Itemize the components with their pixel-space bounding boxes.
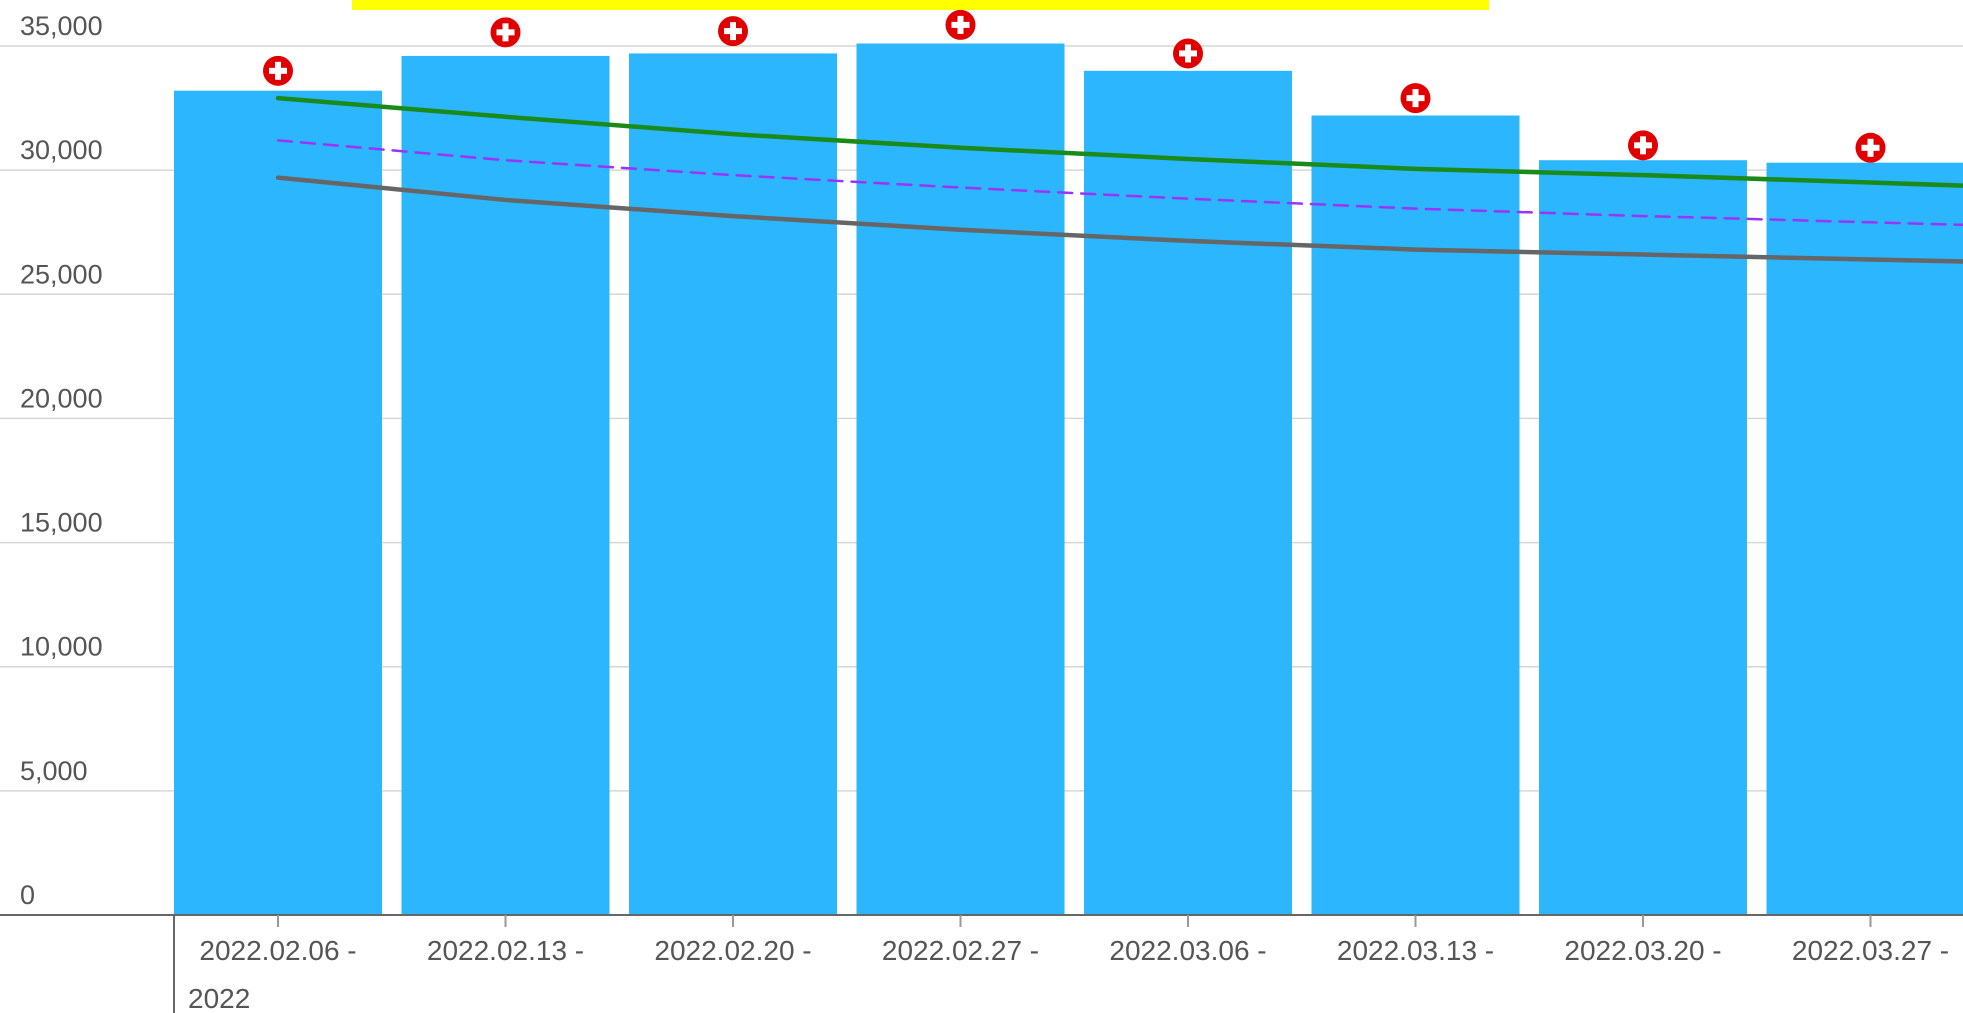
y-tick-label: 25,000 — [20, 259, 103, 289]
bar — [1311, 115, 1520, 915]
bar — [401, 55, 610, 916]
bar — [174, 90, 382, 916]
x-tick-label: 2022.03.06 - — [1109, 935, 1266, 966]
x-axis-ticks: 2022.02.06 - 2022 2022.02.13 - 2022.02.20 -… — [188, 915, 1949, 1013]
y-tick-label: 30,000 — [20, 135, 103, 165]
y-tick-label: 10,000 — [20, 632, 103, 662]
x-tick-label: 2022.02.13 - — [427, 935, 584, 966]
marker — [1628, 130, 1658, 161]
x-tick-label: 2022.02.27 - — [882, 935, 1039, 966]
marker — [263, 55, 293, 86]
x-tick-sublabel: 2022 — [188, 983, 250, 1013]
series-line-1 — [276, 139, 1963, 227]
series-line-2 — [275, 175, 1963, 264]
marker — [945, 9, 976, 40]
axes — [0, 914, 1963, 1013]
marker — [1173, 38, 1203, 69]
x-tick-label: 2022.03.20 - — [1564, 935, 1721, 966]
y-axis-ticks: 0 5,000 10,000 15,000 20,000 25,000 30,000 35,0… — [20, 11, 103, 910]
bar — [856, 43, 1065, 915]
trend-lines — [275, 95, 1963, 264]
bar — [629, 53, 837, 916]
marker — [718, 16, 748, 47]
bar — [1084, 70, 1292, 916]
y-tick-label: 20,000 — [20, 383, 103, 413]
highlight-banner — [352, 0, 1489, 10]
y-tick-label: 0 — [20, 880, 35, 910]
series-line-0 — [275, 95, 1963, 188]
bars — [174, 43, 1963, 916]
y-tick-label: 15,000 — [20, 508, 103, 538]
marker — [1855, 132, 1886, 163]
markers — [263, 9, 1886, 163]
y-tick-label: 5,000 — [20, 756, 88, 786]
bar — [1539, 160, 1747, 915]
x-tick-label: 2022.03.27 - — [1792, 935, 1949, 966]
x-tick-label: 2022.02.06 - — [199, 935, 356, 966]
y-tick-label: 35,000 — [20, 11, 103, 41]
marker — [490, 17, 521, 48]
bar — [1766, 162, 1963, 916]
x-tick-label: 2022.03.13 - — [1337, 935, 1494, 966]
marker — [1400, 83, 1431, 114]
x-tick-label: 2022.02.20 - — [654, 935, 811, 966]
